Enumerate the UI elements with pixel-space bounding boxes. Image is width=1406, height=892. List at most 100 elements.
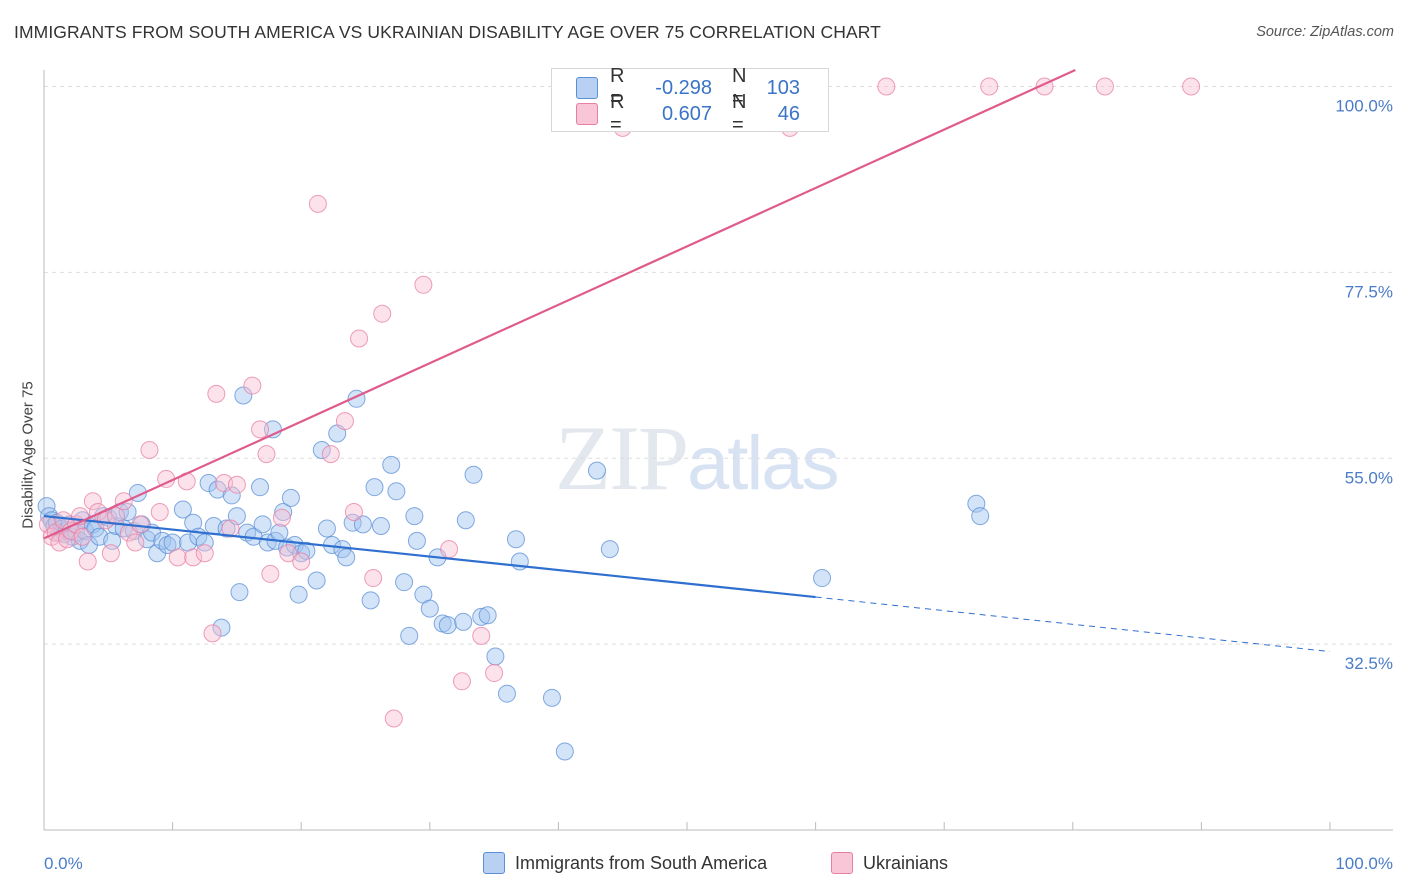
- point-south-america: [486, 647, 505, 666]
- x-tick-label-max: 100.0%: [1335, 854, 1393, 873]
- x-tick-label-min: 0.0%: [44, 854, 83, 873]
- point-south-america: [312, 441, 331, 459]
- legend-n-label: N =: [732, 91, 747, 136]
- point-south-america: [253, 515, 272, 534]
- point-south-america: [371, 517, 390, 535]
- point-ukrainians: [126, 533, 145, 552]
- point-south-america: [971, 507, 990, 526]
- y-tick-label: 100.0%: [1335, 97, 1393, 116]
- legend-r-label: R =: [610, 91, 625, 136]
- point-south-america: [478, 606, 497, 625]
- point-south-america: [497, 684, 516, 703]
- point-ukrainians: [1095, 77, 1114, 96]
- point-south-america: [297, 541, 316, 560]
- point-ukrainians: [384, 709, 403, 728]
- bottom-legend-swatch-blue: [483, 852, 505, 874]
- legend-row-ukrainians: R = 0.607 N = 46: [576, 91, 800, 136]
- point-ukrainians: [207, 384, 226, 403]
- point-ukrainians: [350, 329, 369, 348]
- point-south-america: [456, 511, 475, 530]
- point-ukrainians: [335, 412, 354, 431]
- point-south-america: [212, 618, 231, 637]
- point-south-america: [587, 461, 606, 480]
- point-south-america: [400, 626, 419, 645]
- point-south-america: [472, 607, 491, 626]
- point-south-america: [274, 502, 293, 521]
- point-south-america: [438, 616, 457, 635]
- point-ukrainians: [257, 445, 276, 464]
- point-south-america: [289, 585, 308, 604]
- bottom-legend-swatch-pink: [831, 852, 853, 874]
- y-tick-label: 77.5%: [1345, 282, 1393, 301]
- point-south-america: [454, 612, 473, 631]
- point-south-america: [217, 519, 236, 538]
- point-ukrainians: [140, 441, 159, 459]
- point-ukrainians: [101, 544, 120, 563]
- point-south-america: [600, 540, 619, 559]
- watermark-atlas: atlas: [687, 421, 840, 506]
- point-south-america: [405, 507, 424, 526]
- point-south-america: [464, 465, 483, 484]
- point-ukrainians: [308, 194, 327, 213]
- y-tick-label: 55.0%: [1345, 468, 1393, 487]
- legend-n-label: N =: [732, 65, 747, 110]
- series-south-america: [37, 386, 990, 761]
- point-ukrainians: [131, 515, 150, 534]
- point-ukrainians: [251, 420, 270, 439]
- point-south-america: [317, 519, 336, 538]
- point-ukrainians: [73, 527, 92, 546]
- point-ukrainians: [452, 672, 471, 691]
- legend-swatch-blue: [576, 77, 598, 99]
- bottom-legend-label: Ukrainians: [863, 852, 949, 873]
- point-south-america: [158, 536, 177, 554]
- point-south-america: [251, 478, 270, 497]
- point-ukrainians: [195, 544, 214, 563]
- bottom-legend-ukrainians[interactable]: Ukrainians: [831, 852, 948, 874]
- point-ukrainians: [227, 475, 246, 494]
- point-ukrainians: [877, 77, 896, 96]
- bottom-legend-south-america[interactable]: Immigrants from South America: [483, 852, 767, 874]
- point-south-america: [395, 573, 414, 592]
- point-ukrainians: [485, 664, 504, 683]
- point-south-america: [199, 474, 218, 493]
- legend-r-value: -0.298: [655, 76, 712, 99]
- point-ukrainians: [344, 502, 363, 521]
- point-south-america: [353, 515, 372, 534]
- source-label: Source: ZipAtlas.com: [1256, 24, 1394, 40]
- legend-n-value: 46: [777, 102, 800, 125]
- point-ukrainians: [414, 275, 433, 294]
- point-south-america: [420, 599, 439, 618]
- watermark: ZIPatlas: [555, 405, 840, 511]
- point-ukrainians: [96, 511, 115, 530]
- legend-r-value: 0.607: [661, 102, 712, 125]
- correlation-legend: R = -0.298 N = 103 R = 0.607 N = 46: [551, 65, 829, 136]
- series-ukrainians: [38, 77, 1201, 728]
- point-south-america: [281, 488, 300, 507]
- trendline-ukrainians: [43, 68, 1076, 540]
- point-south-america: [230, 583, 249, 602]
- bottom-legend-label: Immigrants from South America: [515, 852, 768, 873]
- y-tick-label: 32.5%: [1345, 654, 1393, 673]
- point-ukrainians: [261, 564, 280, 583]
- point-south-america: [361, 591, 380, 610]
- point-ukrainians: [150, 502, 169, 521]
- legend-row-south-america: R = -0.298 N = 103: [576, 65, 800, 110]
- point-south-america: [555, 742, 574, 761]
- point-ukrainians: [472, 626, 491, 645]
- point-south-america: [173, 500, 192, 519]
- trendline-south-america-extension: [815, 596, 1331, 653]
- point-ukrainians: [78, 552, 97, 571]
- point-south-america: [337, 548, 356, 567]
- point-ukrainians: [440, 540, 459, 559]
- point-south-america: [270, 523, 289, 542]
- point-south-america: [506, 530, 525, 549]
- point-south-america: [234, 386, 253, 405]
- point-south-america: [407, 531, 426, 550]
- point-ukrainians: [321, 445, 340, 464]
- point-south-america: [365, 478, 384, 497]
- point-south-america: [387, 482, 406, 501]
- point-ukrainians: [203, 624, 222, 643]
- point-ukrainians: [83, 492, 102, 511]
- legend-r-label: R =: [610, 65, 625, 110]
